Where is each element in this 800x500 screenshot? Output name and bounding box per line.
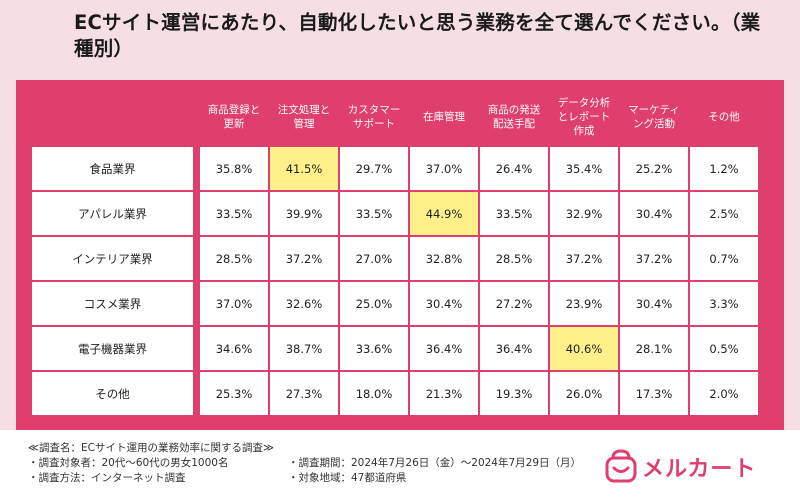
table-cell: 39.9% [270, 192, 338, 235]
table-cell: 33.5% [200, 192, 268, 235]
table-cell: 3.3% [690, 282, 758, 325]
table-cell: 25.2% [620, 147, 688, 190]
column-header: データ分析とレポート作成 [550, 96, 618, 138]
table-cell: 35.8% [200, 147, 268, 190]
survey-region: ・対象地域：47都道府県 [288, 472, 407, 484]
table-cell: 2.5% [690, 192, 758, 235]
row-label: 食品業界 [32, 147, 193, 190]
row-label: アパレル業界 [32, 192, 193, 235]
table-cell: 32.6% [270, 282, 338, 325]
table-cell: 34.6% [200, 327, 268, 370]
survey-footer: ≪調査名：ECサイト運用の業務効率に関する調査≫ ・調査対象者：20代〜60代の… [28, 441, 581, 486]
table-cell: 36.4% [410, 327, 478, 370]
row-label: コスメ業界 [32, 282, 193, 325]
column-header-line: サポート [353, 118, 395, 130]
column-header-line: とレポート [557, 111, 611, 123]
table-cell: 37.2% [270, 237, 338, 280]
column-header-line: ング活動 [632, 118, 675, 130]
column-header-line: 商品の発送 [487, 104, 541, 116]
table-cell: 26.0% [550, 372, 618, 415]
table-cell: 28.1% [620, 327, 688, 370]
table-cell: 36.4% [480, 327, 548, 370]
table-cell: 21.3% [410, 372, 478, 415]
table-cell: 27.0% [340, 237, 408, 280]
table-cell: 35.4% [550, 147, 618, 190]
row-label: インテリア業界 [32, 237, 193, 280]
row-label: 電子機器業界 [32, 327, 193, 370]
survey-method: ・調査方法：インターネット調査 [28, 472, 186, 484]
table-cell: 32.9% [550, 192, 618, 235]
bag-logo-icon [605, 449, 637, 483]
table-cell: 29.7% [340, 147, 408, 190]
row-label: その他 [32, 372, 193, 415]
table-cell: 37.2% [620, 237, 688, 280]
column-header-line: その他 [708, 111, 740, 123]
table-cell: 30.4% [620, 282, 688, 325]
table-cell: 33.5% [340, 192, 408, 235]
table-cell: 19.3% [480, 372, 548, 415]
column-header-line: 在庫管理 [423, 111, 465, 123]
survey-target: ・調査対象者：20代〜60代の男女1000名 [28, 457, 229, 469]
table-cell: 26.4% [480, 147, 548, 190]
survey-name: ≪調査名：ECサイト運用の業務効率に関する調査≫ [28, 442, 274, 454]
column-header-line: 管理 [293, 118, 315, 130]
table-cell: 28.5% [200, 237, 268, 280]
table-cell: 38.7% [270, 327, 338, 370]
column-header-line: 配送手配 [493, 118, 535, 130]
column-header: カスタマー サポート [340, 96, 408, 138]
table-cell: 37.0% [200, 282, 268, 325]
table-cell: 30.4% [620, 192, 688, 235]
table-cell: 33.6% [340, 327, 408, 370]
table-cell: 1.2% [690, 147, 758, 190]
column-header-line: 作成 [573, 125, 595, 137]
table-cell-highlighted: 40.6% [550, 327, 618, 370]
column-header: 商品登録と 更新 [200, 96, 268, 138]
table-cell: 18.0% [340, 372, 408, 415]
table-cell-highlighted: 41.5% [270, 147, 338, 190]
column-header-line: カスタマー [347, 104, 401, 116]
mercart-logo: メルカート [604, 446, 774, 486]
column-header: 商品の発送 配送手配 [480, 96, 548, 138]
survey-period: ・調査期間：2024年7月26日（金）〜2024年7月29日（月） [288, 457, 582, 469]
column-header: マーケティ ング活動 [620, 96, 688, 138]
page-title: ECサイト運営にあたり、自動化したいと思う業務を全て選んでください。（業種別） [74, 11, 761, 60]
table-cell: 17.3% [620, 372, 688, 415]
table-cell: 0.7% [690, 237, 758, 280]
column-header-line: 商品登録と [207, 104, 261, 116]
table-cell: 25.0% [340, 282, 408, 325]
column-header-line: 更新 [223, 118, 245, 130]
column-header-line: マーケティ [628, 104, 680, 116]
table-cell: 32.8% [410, 237, 478, 280]
table-cell: 23.9% [550, 282, 618, 325]
table-cell: 0.5% [690, 327, 758, 370]
column-header-line: データ分析 [557, 97, 611, 109]
table-cell: 27.2% [480, 282, 548, 325]
table-cell: 2.0% [690, 372, 758, 415]
table-cell: 30.4% [410, 282, 478, 325]
column-header: 在庫管理 [410, 96, 478, 138]
table-cell: 37.0% [410, 147, 478, 190]
column-header: 注文処理と 管理 [270, 96, 338, 138]
column-header: その他 [690, 96, 758, 138]
table-cell-highlighted: 44.9% [410, 192, 478, 235]
table-cell: 25.3% [200, 372, 268, 415]
logo-text: メルカート [642, 457, 757, 482]
column-header-line: 注文処理と [277, 104, 331, 116]
table-cell: 28.5% [480, 237, 548, 280]
table-cell: 27.3% [270, 372, 338, 415]
table-cell: 33.5% [480, 192, 548, 235]
table-cell: 37.2% [550, 237, 618, 280]
